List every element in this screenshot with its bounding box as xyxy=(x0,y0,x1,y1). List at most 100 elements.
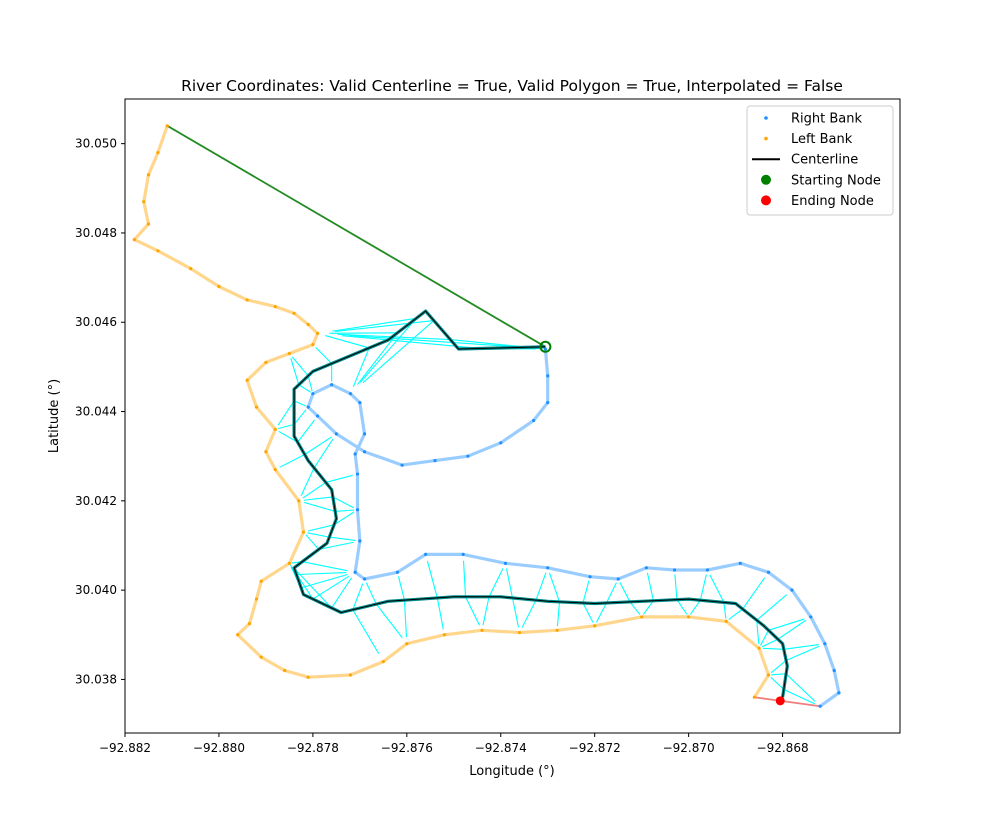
perpendicular-transect xyxy=(582,602,594,623)
right-bank-point xyxy=(644,566,648,570)
perpendicular-transect xyxy=(482,596,490,626)
legend-label-right-bank: Right Bank xyxy=(791,112,862,127)
perpendicular-transect xyxy=(642,600,654,615)
perpendicular-transect xyxy=(304,436,332,455)
perpendicular-transect xyxy=(279,454,305,468)
y-tick-label: 30.046 xyxy=(75,315,117,329)
right-bank-point xyxy=(766,570,771,574)
perpendicular-transect xyxy=(318,541,354,550)
left-bank-point xyxy=(273,467,277,472)
perpendicular-transect xyxy=(333,511,355,526)
right-bank-point xyxy=(355,472,360,476)
perpendicular-transect xyxy=(297,419,316,443)
y-tick-label: 30.038 xyxy=(75,672,117,686)
right-bank-point xyxy=(306,405,310,409)
perpendicular-transect xyxy=(305,534,320,550)
perpendicular-transect xyxy=(300,467,315,497)
left-bank-point xyxy=(442,633,446,637)
perpendicular-transect xyxy=(436,597,444,630)
perpendicular-transect xyxy=(689,599,701,615)
perpendicular-transect xyxy=(397,576,406,601)
right-bank-point xyxy=(809,615,813,619)
x-tick-label: −92.874 xyxy=(475,741,527,755)
legend-label-left-bank: Left Bank xyxy=(791,132,853,147)
perpendicular-transect xyxy=(315,347,333,364)
left-bank-point xyxy=(254,405,259,409)
left-bank-point xyxy=(245,378,249,382)
perpendicular-transect xyxy=(760,630,769,646)
left-bank-point xyxy=(724,619,728,623)
left-bank-point xyxy=(273,305,277,309)
perpendicular-transect xyxy=(785,673,816,702)
perpendicular-transect xyxy=(313,438,334,469)
perpendicular-transect xyxy=(307,532,330,538)
right-bank-point xyxy=(395,570,400,574)
right-bank-point xyxy=(790,588,794,592)
perpendicular-transect xyxy=(293,409,307,425)
perpendicular-transect xyxy=(295,569,333,609)
perpendicular-transect xyxy=(352,583,364,610)
right-bank-point xyxy=(546,566,550,570)
perpendicular-transect xyxy=(605,582,617,604)
right-bank-point xyxy=(424,552,428,557)
perpendicular-transect xyxy=(331,577,353,609)
perpendicular-transect xyxy=(278,430,298,443)
legend-swatch-left-bank xyxy=(764,136,768,141)
plot-frame xyxy=(124,98,901,734)
left-bank-point xyxy=(311,342,315,347)
right-bank-point xyxy=(466,454,470,458)
right-bank-point xyxy=(358,539,362,543)
left-bank-point xyxy=(156,249,160,253)
ending-node xyxy=(775,696,785,706)
left-bank-point xyxy=(315,331,320,336)
perpendicular-transect xyxy=(548,572,560,603)
perpendicular-transect xyxy=(619,582,631,603)
right-bank-point xyxy=(334,432,338,436)
left-bank-point xyxy=(766,673,771,677)
perpendicular-transect xyxy=(521,599,537,628)
x-tick-label: −92.878 xyxy=(287,741,339,755)
perpendicular-transect xyxy=(676,599,688,615)
perpendicular-transect xyxy=(777,619,807,640)
perpendicular-transect xyxy=(335,509,355,512)
perpendicular-transect xyxy=(770,660,787,674)
right-bank-point xyxy=(546,401,550,405)
perpendicular-transect xyxy=(307,375,313,392)
x-axis-label: Longitude (°) xyxy=(469,764,554,779)
perpendicular-transect xyxy=(302,481,327,499)
perpendicular-transect xyxy=(768,618,805,631)
y-tick-label: 30.044 xyxy=(75,405,117,419)
perpendicular-transect xyxy=(488,568,504,598)
right-bank-point xyxy=(588,575,592,579)
right-bank-point xyxy=(353,452,357,456)
perpendicular-transect xyxy=(307,524,335,532)
perpendicular-transect xyxy=(352,609,380,655)
left-bank-point xyxy=(480,628,484,632)
left-bank-point xyxy=(247,622,252,626)
left-bank-point xyxy=(593,624,597,628)
right-bank-point xyxy=(400,463,404,467)
left-bank-point xyxy=(292,311,296,315)
left-bank-line xyxy=(132,125,771,699)
perpendicular-transect xyxy=(375,603,403,639)
left-bank-point xyxy=(301,530,306,534)
legend-swatch-ending-node xyxy=(761,195,771,206)
upstream-closing-line xyxy=(166,125,546,348)
left-bank-point xyxy=(287,561,291,565)
left-bank-point xyxy=(405,642,409,646)
right-bank-point xyxy=(823,642,827,646)
centerline xyxy=(293,310,788,698)
y-tick-label: 30.050 xyxy=(75,137,117,151)
left-bank-point xyxy=(146,222,151,226)
perpendicular-transect xyxy=(303,496,333,501)
perpendicular-transect xyxy=(742,577,766,610)
perpendicular-transect xyxy=(325,335,370,349)
left-bank-point xyxy=(297,499,301,503)
left-bank-point xyxy=(264,450,268,454)
left-bank-point xyxy=(217,284,221,289)
perpendicular-transect xyxy=(365,582,377,605)
x-axis-ticks: −92.882 −92.880 −92.878 −92.876 −92.874 −92.8… xyxy=(99,733,809,755)
perpendicular-transect xyxy=(709,574,725,603)
right-bank-point xyxy=(818,704,822,708)
